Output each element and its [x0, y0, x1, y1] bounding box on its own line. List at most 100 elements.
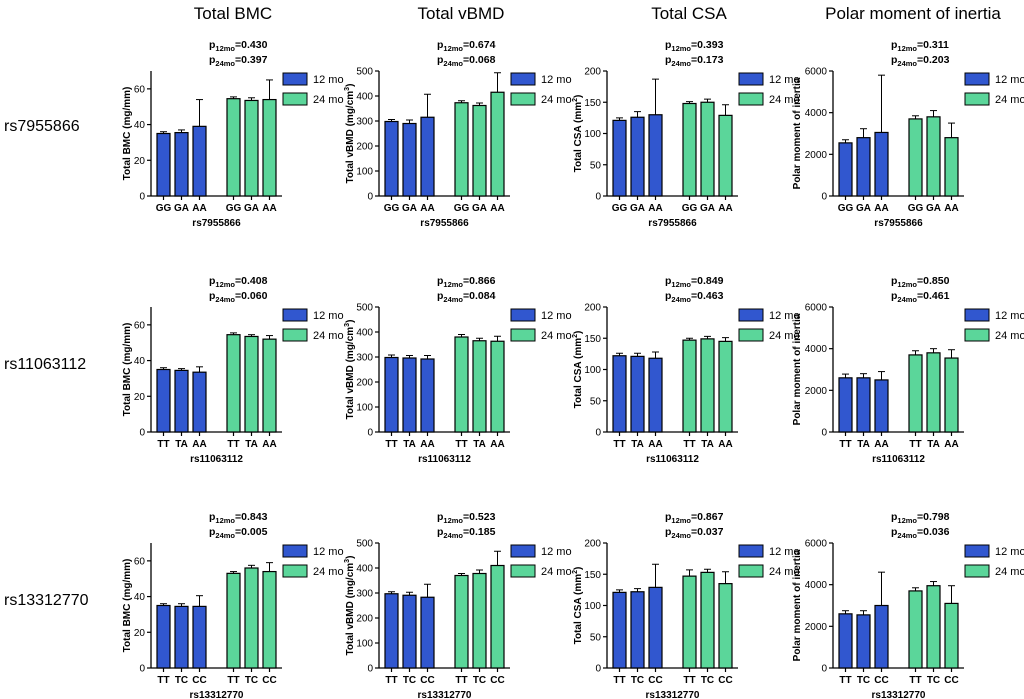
p24-label: p24mo=0.084	[437, 290, 496, 304]
x-tick-label: AA	[490, 439, 504, 450]
x-tick-label: GG	[454, 203, 470, 214]
legend-12mo-label: 12 mo	[541, 310, 572, 322]
y-tick-label: 200	[356, 142, 373, 153]
x-axis-label: rs11063112	[418, 454, 471, 465]
column-title-polar-moment: Polar moment of inertia	[825, 4, 1001, 23]
legend-24mo-swatch	[964, 92, 990, 106]
y-tick-label: 150	[584, 570, 601, 581]
bar-24mo	[926, 352, 941, 433]
x-tick-label: TT	[385, 439, 397, 450]
p24-label: p24mo=0.185	[437, 526, 496, 540]
x-tick-label: AA	[944, 203, 958, 214]
x-tick-label: GA	[630, 203, 645, 214]
y-axis-label: Total vBMD (mg/cm3)	[344, 320, 356, 420]
bar-24mo	[700, 338, 715, 433]
x-tick-label: CC	[262, 675, 276, 686]
chart-panel: 0 50 100 150 200 Total CSA (mm2) TT TC CC TT TC CC r…	[572, 511, 800, 699]
p12-label: p12mo=0.311	[891, 39, 949, 53]
legend-24mo-label: 24 mo	[313, 330, 344, 342]
y-tick-label: 6000	[805, 67, 828, 78]
p12-label: p12mo=0.849	[665, 275, 724, 289]
p12-label: p12mo=0.674	[437, 39, 496, 53]
x-tick-label: TA	[631, 439, 644, 450]
x-tick-label: TC	[403, 675, 416, 686]
x-tick-label: TA	[245, 439, 258, 450]
y-tick-label: 400	[356, 564, 373, 575]
x-tick-label: TC	[245, 675, 258, 686]
x-tick-label: TA	[857, 439, 870, 450]
p12-label: p12mo=0.866	[437, 275, 496, 289]
legend-24mo-swatch	[510, 92, 536, 106]
y-tick-label: 20	[134, 392, 146, 403]
y-tick-label: 200	[356, 378, 373, 389]
x-tick-label: CC	[874, 675, 888, 686]
bar-12mo	[856, 377, 871, 433]
y-tick-label: 40	[134, 592, 146, 603]
y-tick-label: 6000	[805, 303, 828, 314]
y-tick-label: 0	[595, 192, 601, 203]
x-tick-label: TT	[839, 439, 851, 450]
bar-12mo	[192, 605, 207, 669]
p12-label: p12mo=0.850	[891, 275, 950, 289]
bar-12mo	[402, 357, 417, 433]
bar-12mo	[156, 368, 171, 433]
x-axis-label: rs11063112	[646, 454, 699, 465]
legend-12mo-label: 12 mo	[995, 74, 1024, 86]
bar-24mo	[700, 101, 715, 197]
x-tick-label: CC	[420, 675, 434, 686]
y-tick-label: 150	[584, 334, 601, 345]
column-title-total-bmc: Total BMC	[193, 4, 273, 23]
x-tick-label: CC	[944, 675, 958, 686]
y-tick-label: 50	[590, 632, 602, 643]
x-tick-label: TC	[631, 675, 644, 686]
y-tick-label: 100	[356, 403, 373, 414]
x-axis-label: rs13312770	[872, 690, 926, 699]
x-tick-label: AA	[420, 439, 434, 450]
x-tick-label: TT	[909, 675, 921, 686]
bar-12mo	[856, 614, 871, 669]
y-tick-label: 150	[584, 98, 601, 109]
legend-24mo-swatch	[964, 328, 990, 342]
y-tick-label: 50	[590, 396, 602, 407]
legend-24mo-swatch	[282, 92, 308, 106]
x-tick-label: CC	[648, 675, 662, 686]
bar-24mo	[454, 102, 469, 197]
legend-24mo-label: 24 mo	[541, 94, 572, 106]
y-tick-label: 300	[356, 117, 373, 128]
bar-24mo	[718, 114, 733, 197]
y-axis-label: Total vBMD (mg/cm3)	[344, 556, 356, 656]
bar-12mo	[838, 613, 853, 669]
bar-12mo	[838, 142, 853, 197]
chart-panel: 0 50 100 150 200 Total CSA (mm2) TT TA AA TT TA AA r…	[572, 275, 800, 465]
bar-12mo	[612, 591, 627, 669]
y-tick-label: 50	[590, 160, 602, 171]
y-tick-label: 100	[584, 365, 601, 376]
legend-12mo-swatch	[964, 544, 990, 558]
y-tick-label: 40	[134, 120, 146, 131]
bar-12mo	[384, 120, 399, 197]
x-axis-label: rs7955866	[420, 218, 469, 229]
y-axis-label: Total CSA (mm2)	[572, 331, 584, 409]
y-tick-label: 0	[367, 192, 373, 203]
x-tick-label: AA	[262, 203, 276, 214]
y-tick-label: 100	[356, 639, 373, 650]
y-tick-label: 100	[584, 129, 601, 140]
bar-12mo	[630, 355, 645, 433]
p12-label: p12mo=0.408	[209, 275, 268, 289]
bar-12mo	[156, 604, 171, 669]
y-tick-label: 200	[356, 614, 373, 625]
x-tick-label: GA	[926, 203, 941, 214]
legend-12mo-swatch	[738, 308, 764, 322]
p24-label: p24mo=0.173	[665, 54, 724, 68]
x-tick-label: TT	[227, 675, 239, 686]
x-tick-label: TC	[175, 675, 188, 686]
x-tick-label: TC	[927, 675, 940, 686]
p12-label: p12mo=0.393	[665, 39, 724, 53]
legend-12mo-swatch	[282, 308, 308, 322]
bar-12mo	[874, 131, 889, 197]
y-tick-label: 0	[367, 428, 373, 439]
y-axis-label: Total CSA (mm2)	[572, 95, 584, 173]
